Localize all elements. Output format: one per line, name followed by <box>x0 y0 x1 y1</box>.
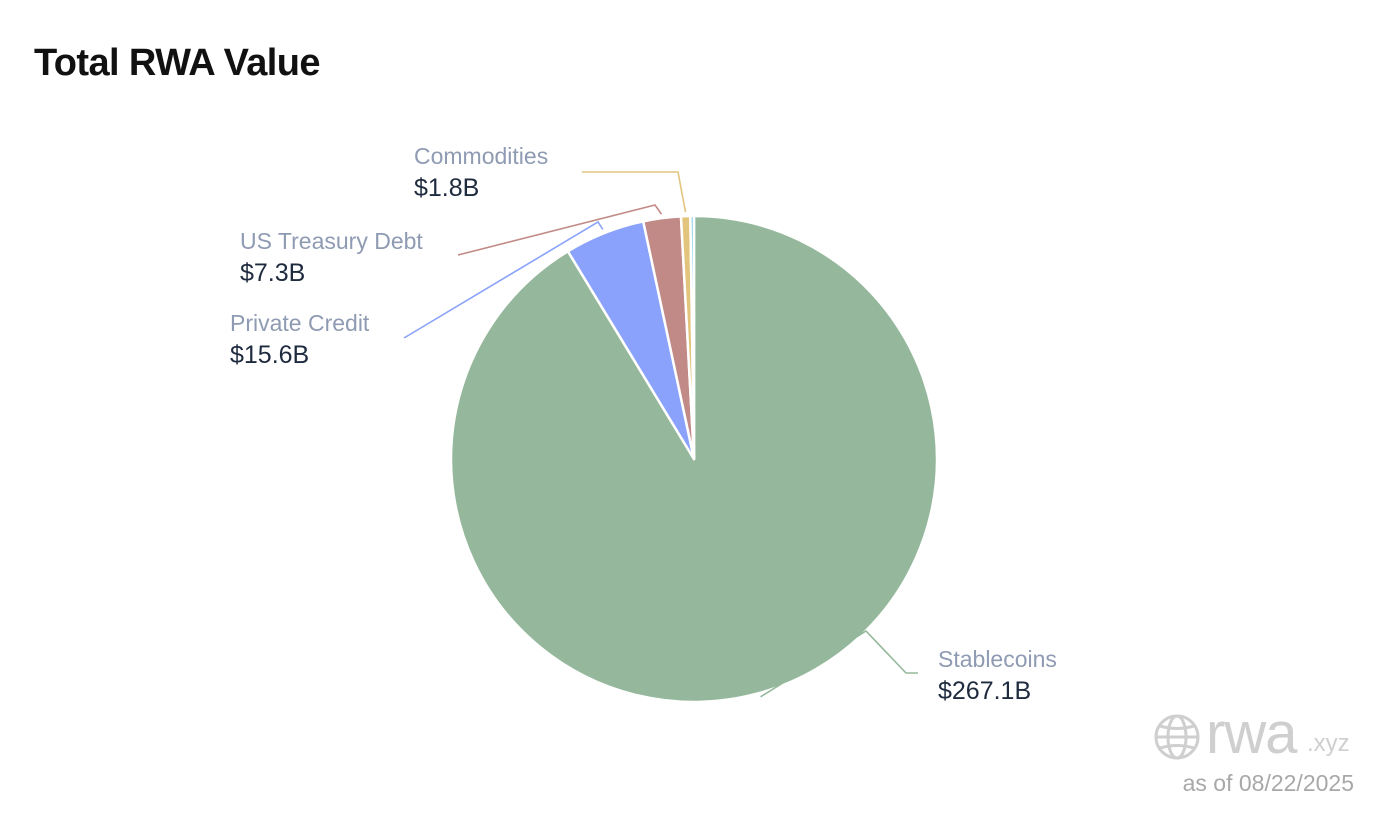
leader-line <box>760 629 918 698</box>
rwa-logo: rwa .xyz <box>1152 701 1362 766</box>
leader-line <box>403 220 604 339</box>
slice-label-name: Commodities <box>414 143 548 169</box>
leader-line <box>457 204 663 256</box>
logo-tld: .xyz <box>1307 730 1350 757</box>
slice-label-name: US Treasury Debt <box>240 228 423 254</box>
chart-title: Total RWA Value <box>34 42 321 84</box>
slice-label-value: $267.1B <box>938 677 1031 705</box>
globe-icon <box>1154 714 1200 760</box>
logo-text: rwa <box>1206 701 1297 766</box>
slice-label-value: $7.3B <box>240 259 305 287</box>
slice-label-name: Stablecoins <box>938 646 1057 672</box>
slice-label-value: $15.6B <box>230 341 309 369</box>
slice-label-name: Private Credit <box>230 310 370 336</box>
slice-label-value: $1.8B <box>414 174 479 202</box>
as-of-date: as of 08/22/2025 <box>1182 770 1354 796</box>
pie-slice-other[interactable] <box>689 214 696 461</box>
leader-line <box>582 171 687 213</box>
